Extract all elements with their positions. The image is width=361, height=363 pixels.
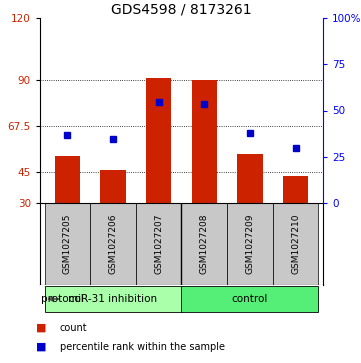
Bar xyxy=(273,203,318,285)
Text: GSM1027205: GSM1027205 xyxy=(63,214,72,274)
Text: ■: ■ xyxy=(36,323,47,333)
Bar xyxy=(136,203,182,285)
Title: GDS4598 / 8173261: GDS4598 / 8173261 xyxy=(111,3,252,17)
Bar xyxy=(100,170,126,203)
Text: count: count xyxy=(60,323,87,333)
Bar xyxy=(227,203,273,285)
Bar xyxy=(182,203,227,285)
Bar xyxy=(192,79,217,203)
Bar xyxy=(283,176,308,203)
Bar xyxy=(238,154,262,203)
Text: ■: ■ xyxy=(36,342,47,352)
Bar xyxy=(44,286,182,313)
Bar xyxy=(90,203,136,285)
Bar xyxy=(146,78,171,203)
Text: GSM1027209: GSM1027209 xyxy=(245,214,255,274)
Text: GSM1027207: GSM1027207 xyxy=(154,214,163,274)
Text: GSM1027208: GSM1027208 xyxy=(200,214,209,274)
Bar xyxy=(182,286,318,313)
Text: percentile rank within the sample: percentile rank within the sample xyxy=(60,342,225,352)
Bar xyxy=(55,156,80,203)
Text: control: control xyxy=(232,294,268,304)
Text: GSM1027206: GSM1027206 xyxy=(109,214,118,274)
Bar xyxy=(44,203,90,285)
Text: miR-31 inhibition: miR-31 inhibition xyxy=(69,294,158,304)
Text: GSM1027210: GSM1027210 xyxy=(291,214,300,274)
Text: protocol: protocol xyxy=(41,294,84,304)
